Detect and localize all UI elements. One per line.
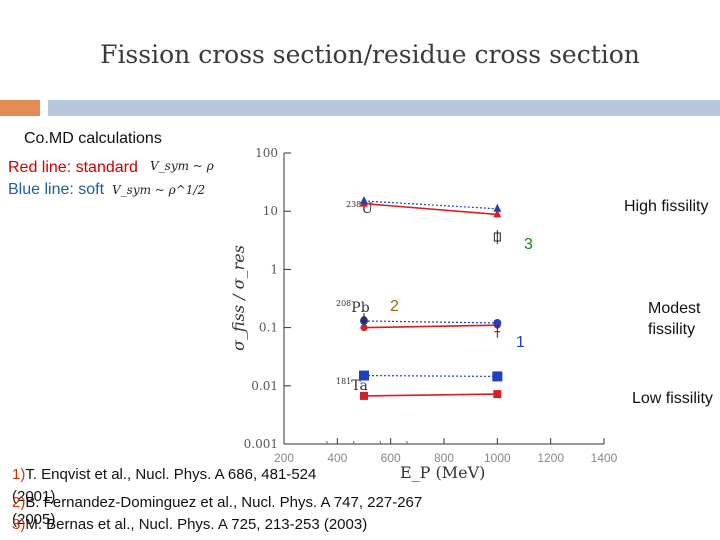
low-fissility-label: Low fissility xyxy=(632,390,713,407)
x-axis-label: E_P (MeV) xyxy=(400,463,485,482)
blue-formula: V_sym ~ ρ^1/2 xyxy=(112,183,205,197)
reference-3: 3)M. Bernas et al., Nucl. Phys. A 725, 2… xyxy=(12,516,367,533)
y-tick-label: 1 xyxy=(270,262,278,276)
y-axis-label: σ_fiss / σ_res xyxy=(229,245,248,351)
data-point xyxy=(492,371,503,382)
x-tick-label: 800 xyxy=(434,451,454,465)
accent-bar-orange xyxy=(0,100,40,116)
data-point xyxy=(493,390,502,399)
x-tick-label: 600 xyxy=(381,451,401,465)
y-tick-label: 10 xyxy=(263,204,278,218)
slide-title: Fission cross section/residue cross sect… xyxy=(100,40,640,69)
modest-label-line1: Modest xyxy=(648,300,701,317)
red-formula: V_sym ~ ρ xyxy=(150,159,214,173)
data-point xyxy=(360,391,368,400)
data-point xyxy=(493,209,502,218)
series-line-5 xyxy=(363,374,498,378)
data-point xyxy=(360,324,368,332)
red-line-label: Red line: standard xyxy=(8,159,138,176)
series-line-0 xyxy=(363,202,498,216)
accent-bar-blue xyxy=(48,100,720,116)
blue-line-label: Blue line: soft xyxy=(8,181,105,198)
x-tick-label: 200 xyxy=(274,451,294,465)
series-line-4 xyxy=(363,393,498,397)
y-tick-label: 100 xyxy=(255,146,278,160)
marker-2-label: 2 xyxy=(390,298,399,315)
reference-2-year-text: (2005) xyxy=(12,511,56,528)
data-point xyxy=(360,195,368,204)
x-tick-label: 1000 xyxy=(484,451,511,465)
y-tick-label: 0.001 xyxy=(244,437,278,451)
reference-2-num: 2) xyxy=(12,494,26,511)
data-point xyxy=(493,203,502,212)
marker-3-label: 3 xyxy=(524,236,533,253)
series-line-2 xyxy=(363,324,498,329)
x-tick-label: 400 xyxy=(327,451,347,465)
reference-2-text: B. Fernandez-Dominguez et al., Nucl. Phy… xyxy=(25,494,423,511)
marker-1-label: 1 xyxy=(516,334,525,351)
y-tick-label: 0.1 xyxy=(259,321,278,335)
data-point xyxy=(359,370,369,381)
y-tick-label: 0.01 xyxy=(251,379,278,393)
modest-label-line2: fissility xyxy=(648,321,696,338)
nucleus-label: 208Pb xyxy=(336,299,370,316)
reference-1: 1)T. Enqvist et al., Nucl. Phys. A 686, … xyxy=(12,466,316,483)
reference-1-year-text: (2001) xyxy=(12,488,56,505)
reference-1-text: T. Enqvist et al., Nucl. Phys. A 686, 48… xyxy=(25,466,317,483)
high-fissility-label: High fissility xyxy=(624,198,709,215)
series-line-3 xyxy=(363,320,498,324)
comd-label: Co.MD calculations xyxy=(24,130,162,147)
reference-3-num: 3) xyxy=(12,516,26,533)
nucleus-label: 238U xyxy=(346,200,373,217)
reference-3-text: M. Bernas et al., Nucl. Phys. A 725, 213… xyxy=(25,516,368,533)
reference-1-year: (2001) xyxy=(12,488,55,505)
reference-2-year: (2005) xyxy=(12,511,55,528)
x-tick-label: 1400 xyxy=(591,451,618,465)
nucleus-label: 181Ta xyxy=(336,377,368,394)
reference-2: 2)B. Fernandez-Dominguez et al., Nucl. P… xyxy=(12,494,422,511)
x-tick-label: 1200 xyxy=(537,451,564,465)
reference-1-num: 1) xyxy=(12,466,26,483)
data-point xyxy=(493,318,502,327)
